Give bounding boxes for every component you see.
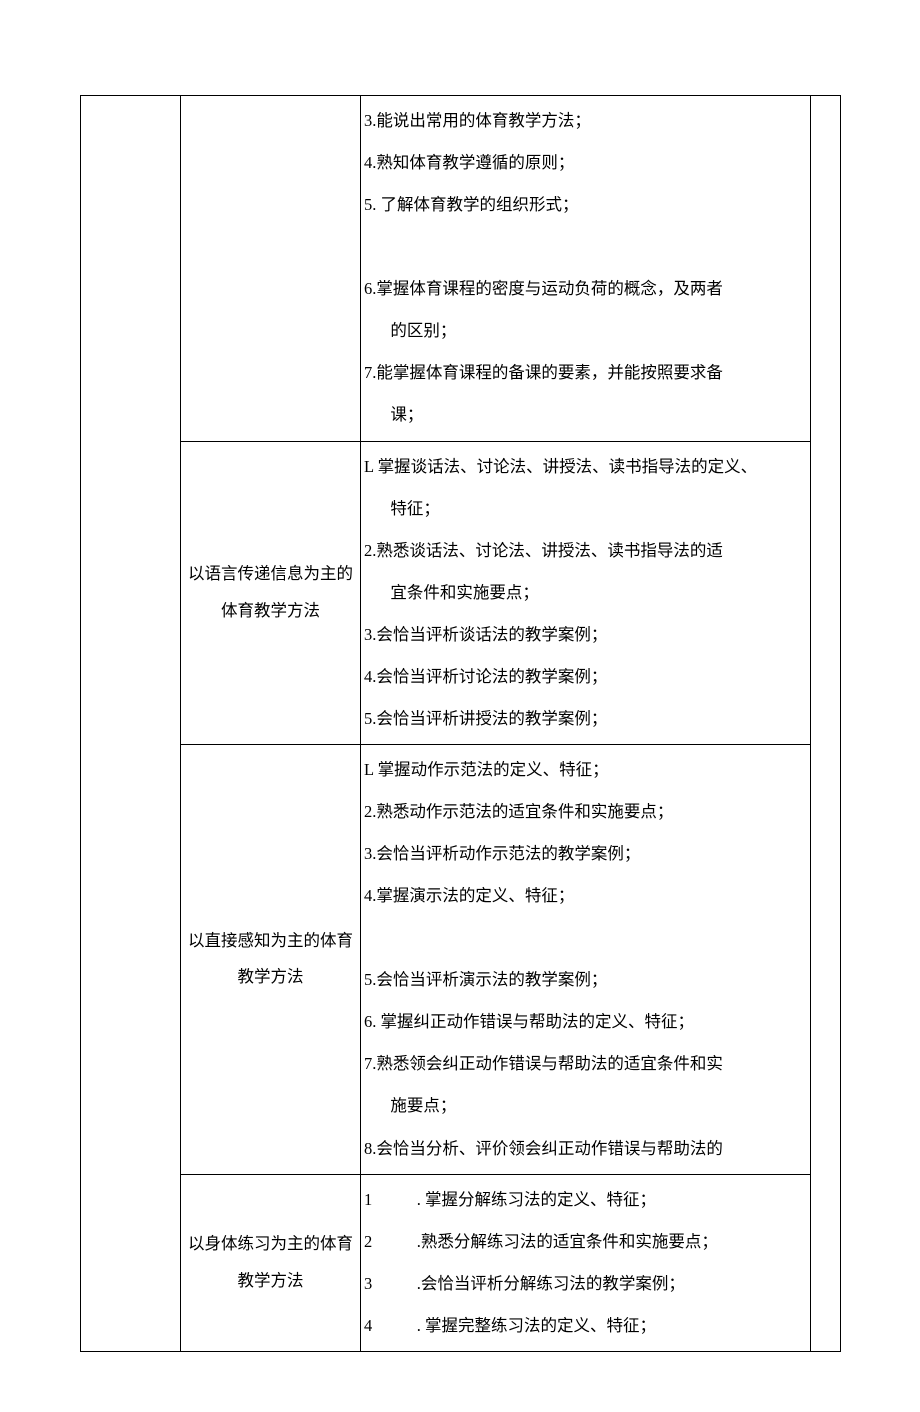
line-text: . 掌握完整练习法的定义、特征； <box>417 1316 656 1335</box>
content-line <box>364 226 807 268</box>
cell-content: L 掌握谈话法、讨论法、讲授法、读书指导法的定义、 特征； 2.熟悉谈话法、讨论… <box>361 441 811 744</box>
content-line: 4. 掌握完整练习法的定义、特征； <box>364 1305 807 1347</box>
content-line: 6. 掌握纠正动作错误与帮助法的定义、特征； <box>364 1001 807 1043</box>
table-row: 以语言传递信息为主的体育教学方法 L 掌握谈话法、讨论法、讲授法、读书指导法的定… <box>81 441 841 744</box>
cell-category <box>81 96 181 1352</box>
table-row: 3.能说出常用的体育教学方法； 4.熟知体育教学遵循的原则； 5. 了解体育教学… <box>81 96 841 442</box>
content-line: 宜条件和实施要点； <box>364 572 807 614</box>
content-line: L 掌握谈话法、讨论法、讲授法、读书指导法的定义、 <box>364 446 807 488</box>
content-line: 5.会恰当评析讲授法的教学案例； <box>364 698 807 740</box>
cell-topic: 以语言传递信息为主的体育教学方法 <box>181 441 361 744</box>
content-line: 3.会恰当评析分解练习法的教学案例； <box>364 1263 807 1305</box>
table-row: 以直接感知为主的体育教学方法 L 掌握动作示范法的定义、特征； 2.熟悉动作示范… <box>81 744 841 1174</box>
cell-topic: 以身体练习为主的体育教学方法 <box>181 1174 361 1351</box>
cell-content: 1. 掌握分解练习法的定义、特征； 2.熟悉分解练习法的适宜条件和实施要点； 3… <box>361 1174 811 1351</box>
content-line: 课； <box>364 394 807 436</box>
content-line: 5. 了解体育教学的组织形式； <box>364 184 807 226</box>
content-line: 1. 掌握分解练习法的定义、特征； <box>364 1179 807 1221</box>
line-number: 1 <box>364 1179 417 1221</box>
cell-topic: 以直接感知为主的体育教学方法 <box>181 744 361 1174</box>
line-number: 2 <box>364 1221 417 1263</box>
content-line: 施要点； <box>364 1085 807 1127</box>
line-text: . 掌握分解练习法的定义、特征； <box>417 1190 656 1209</box>
content-line: 特征； <box>364 488 807 530</box>
content-line: 7.熟悉领会纠正动作错误与帮助法的适宜条件和实 <box>364 1043 807 1085</box>
line-number: 4 <box>364 1305 417 1347</box>
cell-content: L 掌握动作示范法的定义、特征； 2.熟悉动作示范法的适宜条件和实施要点； 3.… <box>361 744 811 1174</box>
content-line: L 掌握动作示范法的定义、特征； <box>364 749 807 791</box>
table-row: 以身体练习为主的体育教学方法 1. 掌握分解练习法的定义、特征； 2.熟悉分解练… <box>81 1174 841 1351</box>
content-line: 3.会恰当评析谈话法的教学案例； <box>364 614 807 656</box>
content-line: 2.熟悉动作示范法的适宜条件和实施要点； <box>364 791 807 833</box>
content-line: 6.掌握体育课程的密度与运动负荷的概念，及两者 <box>364 268 807 310</box>
content-line <box>364 917 807 959</box>
content-line: 5.会恰当评析演示法的教学案例； <box>364 959 807 1001</box>
content-line: 3.会恰当评析动作示范法的教学案例； <box>364 833 807 875</box>
cell-content: 3.能说出常用的体育教学方法； 4.熟知体育教学遵循的原则； 5. 了解体育教学… <box>361 96 811 442</box>
content-line: 2.熟悉谈话法、讨论法、讲授法、读书指导法的适 <box>364 530 807 572</box>
curriculum-table: 3.能说出常用的体育教学方法； 4.熟知体育教学遵循的原则； 5. 了解体育教学… <box>80 95 841 1352</box>
cell-topic <box>181 96 361 442</box>
content-line: 4.掌握演示法的定义、特征； <box>364 875 807 917</box>
content-line: 4.熟知体育教学遵循的原则； <box>364 142 807 184</box>
content-line: 的区别； <box>364 310 807 352</box>
document-page: 3.能说出常用的体育教学方法； 4.熟知体育教学遵循的原则； 5. 了解体育教学… <box>0 0 920 1412</box>
content-line: 7.能掌握体育课程的备课的要素，并能按照要求备 <box>364 352 807 394</box>
line-text: .会恰当评析分解练习法的教学案例； <box>417 1274 685 1293</box>
content-line: 8.会恰当分析、评价领会纠正动作错误与帮助法的 <box>364 1128 807 1170</box>
content-line: 4.会恰当评析讨论法的教学案例； <box>364 656 807 698</box>
content-line: 3.能说出常用的体育教学方法； <box>364 100 807 142</box>
cell-remark <box>811 96 841 1352</box>
content-line: 2.熟悉分解练习法的适宜条件和实施要点； <box>364 1221 807 1263</box>
line-number: 3 <box>364 1263 417 1305</box>
line-text: .熟悉分解练习法的适宜条件和实施要点； <box>417 1232 718 1251</box>
